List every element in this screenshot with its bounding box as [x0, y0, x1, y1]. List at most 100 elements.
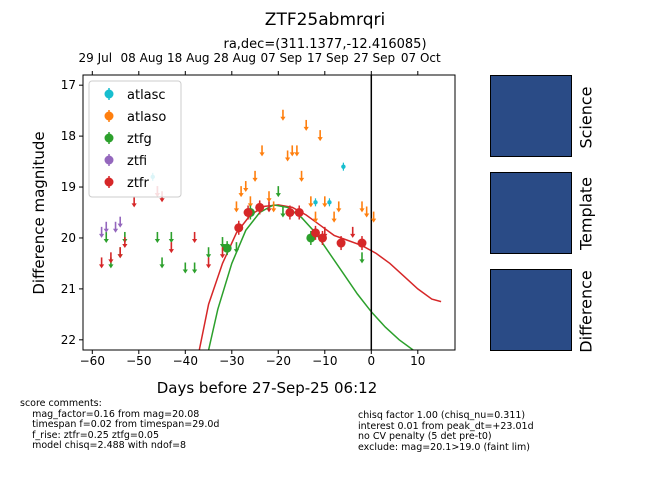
limit-arrowhead — [371, 218, 377, 223]
data-marker — [317, 233, 327, 243]
data-point-ztfi — [99, 226, 105, 238]
top-tick-label: 17 Sep — [307, 51, 349, 65]
top-tick-label: 08 Aug — [121, 51, 164, 65]
data-point-atlaso — [243, 181, 249, 193]
legend-label-atlaso: atlaso — [127, 110, 166, 125]
data-point-ztfr — [350, 226, 356, 238]
data-point-ztfr — [243, 205, 253, 220]
data-point-atlaso — [359, 201, 365, 213]
data-point-ztfg — [233, 242, 240, 254]
x-tick-label: 10 — [410, 354, 425, 368]
data-point-atlaso — [294, 145, 300, 157]
data-point-atlasc — [327, 198, 332, 207]
data-marker — [222, 243, 232, 253]
data-point-ztfr — [131, 196, 137, 208]
limit-arrowhead — [192, 238, 198, 243]
template-stamp-image — [490, 172, 572, 254]
data-point-atlaso — [371, 211, 377, 223]
legend-swatch-atlaso — [104, 111, 114, 121]
data-point-ztfr — [168, 242, 174, 254]
limit-arrowhead — [289, 152, 295, 157]
limit-arrowhead — [359, 259, 365, 264]
data-marker — [243, 208, 253, 217]
limit-arrowhead — [317, 137, 323, 142]
plot-area: −60 −50 −40 −30 −20 −10 0 10 17 18 19 20 21 22 29 Jul 0… — [61, 51, 456, 368]
x-tick-label: −40 — [173, 354, 198, 368]
limit-arrowhead — [294, 152, 300, 157]
data-marker — [327, 200, 332, 205]
legend-label-ztfi: ztfi — [127, 154, 147, 169]
data-point-ztfr — [122, 237, 128, 249]
data-point-ztfg — [168, 231, 174, 243]
limit-arrowhead — [159, 264, 165, 269]
top-tick-label: 07 Oct — [401, 51, 441, 65]
limit-arrowhead — [252, 177, 258, 182]
data-point-atlaso — [312, 211, 319, 223]
top-tick-label: 27 Sep — [353, 51, 395, 65]
data-point-ztfr — [219, 247, 226, 259]
data-point-atlaso — [259, 145, 265, 157]
data-marker — [313, 200, 318, 205]
limit-arrowhead — [122, 244, 128, 249]
legend-label-ztfg: ztfg — [127, 132, 152, 147]
limit-arrowhead — [117, 223, 123, 228]
model-curve-ztfg — [207, 204, 414, 350]
top-tick-label: 07 Sep — [260, 51, 302, 65]
data-point-atlaso — [252, 170, 258, 182]
data-point-ztfr — [99, 257, 105, 269]
data-point-atlasc — [341, 162, 346, 171]
limit-arrowhead — [280, 116, 286, 121]
limit-arrowhead — [219, 254, 226, 259]
data-point-ztfr — [317, 230, 327, 245]
limit-arrowhead — [238, 193, 244, 198]
limit-arrowhead — [233, 208, 240, 213]
limit-arrowhead — [359, 208, 365, 213]
limit-arrowhead — [285, 157, 291, 162]
limit-arrowhead — [168, 249, 174, 254]
data-point-ztfg — [154, 231, 160, 243]
data-point-ztfr — [285, 205, 295, 220]
y-tick-label: 22 — [61, 333, 76, 347]
limit-arrowhead — [154, 238, 160, 243]
data-point-atlaso — [289, 145, 295, 157]
legend-swatch-ztfr — [104, 177, 114, 187]
x-tick-label: −10 — [312, 354, 337, 368]
data-point-atlaso — [233, 201, 240, 213]
limit-arrowhead — [168, 238, 174, 243]
limit-arrowhead — [205, 264, 212, 269]
data-point-ztfg — [205, 247, 212, 259]
limit-arrowhead — [108, 259, 114, 264]
limit-arrowhead — [243, 188, 249, 193]
limit-arrowhead — [131, 203, 137, 208]
data-point-ztfg — [222, 241, 232, 256]
data-point-ztfg — [159, 257, 165, 269]
stamp-label-template: Template — [576, 177, 596, 251]
chart-subtitle: ra,dec=(311.1377,-12.416085) — [223, 37, 426, 52]
top-tick-label: 28 Aug — [214, 51, 257, 65]
axes-frame — [82, 74, 456, 351]
data-point-ztfr — [117, 247, 123, 259]
data-marker — [336, 238, 346, 248]
data-marker — [234, 223, 244, 233]
data-marker — [341, 164, 346, 169]
x-tick-label: −20 — [266, 354, 291, 368]
top-tick-label: 29 Jul — [79, 51, 113, 65]
limit-arrowhead — [103, 228, 109, 233]
data-point-atlaso — [238, 186, 244, 198]
limit-arrowhead — [271, 208, 277, 213]
data-marker — [357, 238, 367, 248]
limit-arrowhead — [266, 198, 272, 203]
data-point-atlaso — [280, 109, 286, 121]
data-point-atlaso — [336, 201, 342, 213]
limit-arrowhead — [159, 198, 165, 203]
limit-arrowhead — [308, 203, 314, 208]
data-point-atlaso — [331, 211, 337, 223]
data-point-ztfr — [108, 252, 114, 264]
limit-arrowhead — [112, 228, 119, 233]
data-point-ztfi — [117, 216, 123, 228]
data-point-ztfr — [336, 236, 346, 251]
stamp-label-science: Science — [576, 86, 596, 149]
y-tick-label: 21 — [61, 282, 76, 296]
data-point-atlaso — [308, 196, 314, 208]
data-marker — [255, 202, 265, 212]
